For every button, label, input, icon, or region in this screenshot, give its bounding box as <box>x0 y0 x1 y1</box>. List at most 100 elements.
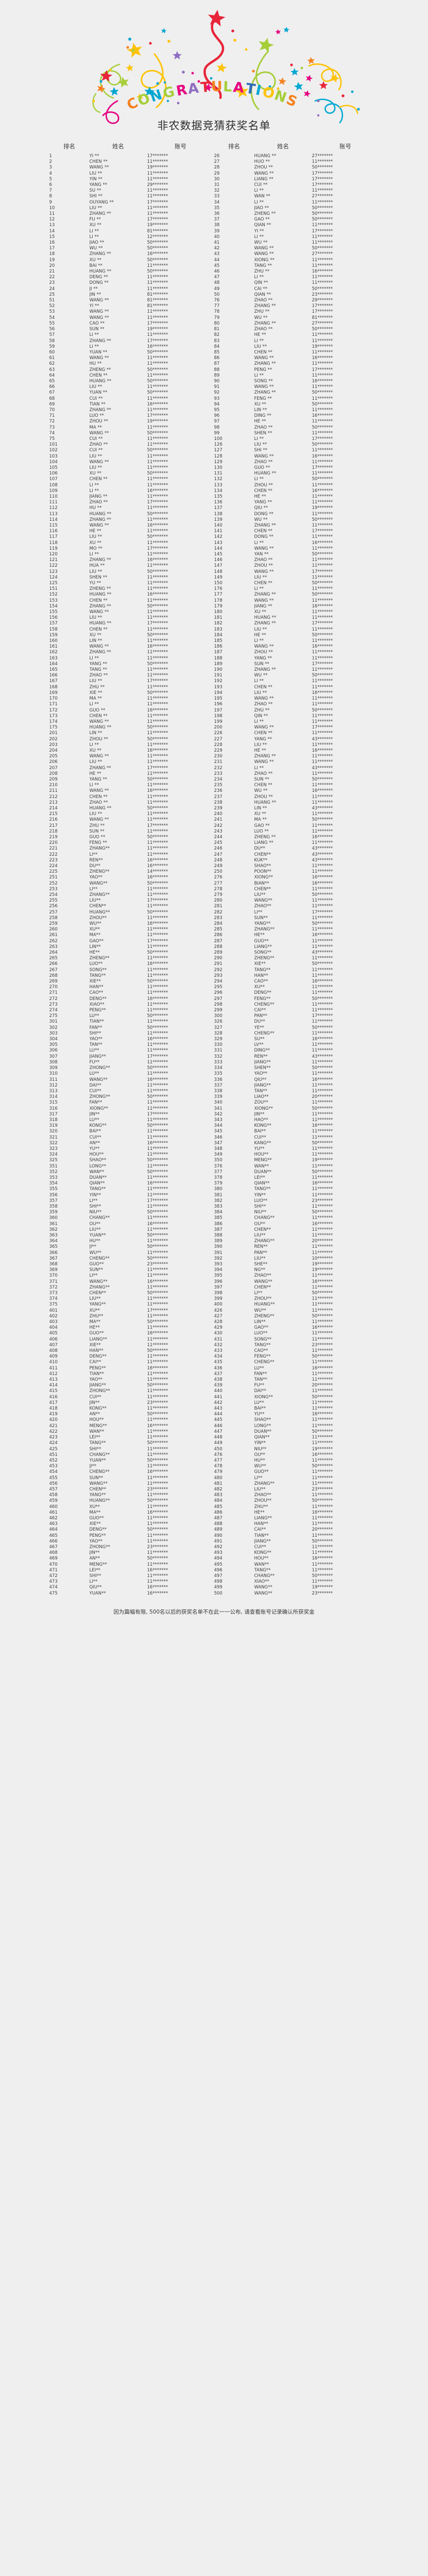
cell-account-right: 11******* <box>312 1082 333 1088</box>
table-row: 325 SHAO** 50******* 350 MENG** 19******* <box>49 1158 379 1163</box>
cell-name-right: PAN** <box>254 1013 267 1019</box>
table-row: 405 GUO** 16******* 430 LUO** 11******* <box>49 1331 379 1336</box>
cell-rank-right: 48 <box>214 280 220 286</box>
cell-account-left: 11******* <box>147 1562 168 1567</box>
table-row: 317 JIN** 17******* 342 JIN** 11******* <box>49 1112 379 1117</box>
cell-account-left: 23******* <box>147 1486 168 1492</box>
cell-account-right: 11******* <box>312 886 333 892</box>
cell-rank-right: 98 <box>214 425 220 430</box>
cell-account-left: 11******* <box>147 1371 168 1377</box>
cell-rank-left: 218 <box>49 828 58 834</box>
table-row: 307 JIANG** 17******* 332 REN** 43******* <box>49 1054 379 1060</box>
cell-rank-right: 250 <box>214 869 222 875</box>
cell-name-left: CHEN ** <box>89 477 108 482</box>
cell-name-left: YANG ** <box>89 182 108 188</box>
table-row: 257 HUANG** 50******* 282 LI** 17******* <box>49 910 379 916</box>
cell-account-left: 17******* <box>147 1198 168 1204</box>
cell-rank-left: 156 <box>49 615 58 621</box>
cell-account-right: 11******* <box>312 223 333 228</box>
cell-name-right: WANG** <box>254 898 272 904</box>
cell-account-left: 12******* <box>147 234 168 240</box>
table-header: 排名 姓名 账号 排名 姓名 账号 <box>49 140 379 154</box>
cell-rank-left: 404 <box>49 1325 58 1331</box>
cell-name-right: WANG ** <box>254 251 274 257</box>
cell-name-right: CHENG** <box>254 1002 275 1007</box>
table-row: 463 XIE** 11******* 488 HAN** 11******* <box>49 1521 379 1527</box>
cell-rank-left: 155 <box>49 609 58 615</box>
cell-rank-left: 375 <box>49 1302 58 1308</box>
cell-name-right: KANG** <box>254 1140 271 1146</box>
cell-account-right: 27******* <box>312 320 333 326</box>
cell-account-right: 11******* <box>312 263 333 268</box>
column-header-rank-left: 排名 <box>63 143 75 150</box>
cell-name-left: LI ** <box>89 228 99 234</box>
cell-name-right: CUI ** <box>254 182 268 188</box>
cell-name-right: QIU ** <box>254 505 268 511</box>
cell-name-right: PENG ** <box>254 367 272 372</box>
cell-rank-left: 356 <box>49 1192 58 1198</box>
cell-rank-left: 257 <box>49 909 58 915</box>
cell-account-left: 50******* <box>147 240 168 246</box>
cell-rank-left: 352 <box>49 1169 58 1175</box>
cell-name-right: WANG ** <box>254 453 274 459</box>
cell-account-left: 50******* <box>147 448 168 453</box>
cell-account-left: 11******* <box>147 263 168 268</box>
cell-account-right: 16******* <box>312 880 333 886</box>
cell-account-left: 11******* <box>147 1377 168 1383</box>
cell-name-left: ZHANG ** <box>89 557 111 563</box>
cell-name-left: SUN** <box>89 1267 103 1273</box>
cell-name-left: SHAO** <box>89 1158 107 1163</box>
cell-name-right: HUANG ** <box>254 154 277 159</box>
cell-name-right: DENG** <box>254 990 271 996</box>
cell-account-right: 11******* <box>312 1204 333 1209</box>
cell-account-right: 50******* <box>312 1429 333 1434</box>
svg-text:L: L <box>223 79 232 95</box>
cell-account-left: 16******* <box>147 344 168 349</box>
cell-account-right: 11******* <box>312 990 333 996</box>
cell-rank-left: 255 <box>49 898 58 904</box>
cell-name-left: WANG ** <box>89 817 109 823</box>
cell-account-left: 11******* <box>147 1129 168 1134</box>
cell-name-left: FU** <box>89 1059 100 1065</box>
cell-name-left: PENG** <box>89 1365 106 1371</box>
cell-account-left: 50******* <box>147 979 168 985</box>
cell-account-right: 11******* <box>312 655 333 661</box>
cell-name-left: ZHENG ** <box>89 586 111 592</box>
cell-account-left: 11******* <box>147 650 168 655</box>
cell-account-right: 11******* <box>312 1360 333 1365</box>
cell-account-right: 11******* <box>312 1187 333 1192</box>
table-row: 418 KONG** 11******* 443 BAI** 11******* <box>49 1406 379 1412</box>
table-row: 303 SHI** 11******* 328 CHENG** 11******* <box>49 1031 379 1037</box>
cell-account-right: 16******* <box>312 540 333 546</box>
cell-name-right: QIAN ** <box>254 223 271 228</box>
cell-account-left: 50******* <box>147 1256 168 1261</box>
cell-rank-left: 273 <box>49 1002 58 1007</box>
cell-name-left: HUANG ** <box>89 511 112 517</box>
table-row: 318 LU** 11******* 343 HAO** 11******* <box>49 1117 379 1123</box>
cell-name-left: WANG ** <box>89 355 109 361</box>
cell-rank-right: 135 <box>214 494 222 499</box>
cell-name-right: SUN ** <box>254 661 269 667</box>
cell-account-left: 16******* <box>147 592 168 598</box>
cell-name-right: SHI** <box>254 1204 266 1209</box>
cell-account-left: 17******* <box>147 500 168 505</box>
cell-name-left: WAN** <box>89 1429 105 1434</box>
cell-name-right: LI** <box>254 1475 263 1481</box>
cell-account-left: 11******* <box>147 944 168 950</box>
cell-account-left: 11******* <box>147 159 168 165</box>
cell-account-right: 17******* <box>312 182 333 188</box>
cell-rank-left: 367 <box>49 1256 58 1261</box>
cell-name-left: HUANG ** <box>89 725 112 731</box>
cell-name-left: MA** <box>89 1510 101 1515</box>
cell-name-right: SHAO** <box>254 1417 271 1423</box>
cell-rank-right: 42 <box>214 246 220 251</box>
table-row: 70 ZHANG ** 11******* 95 LIN ** 11******* <box>49 408 379 413</box>
cell-name-right: ZHOU ** <box>254 165 273 171</box>
cell-account-right: 11******* <box>312 1388 333 1394</box>
table-row: 207 ZHANG ** 17******* 232 LI ** 43******* <box>49 766 379 771</box>
cell-name-left: ZHAO ** <box>89 442 108 448</box>
cell-name-right: NIU** <box>254 1446 267 1452</box>
cell-name-right: DUAN** <box>254 1169 271 1175</box>
cell-account-left: 50******* <box>147 950 168 956</box>
cell-account-left: 19******* <box>147 165 168 171</box>
